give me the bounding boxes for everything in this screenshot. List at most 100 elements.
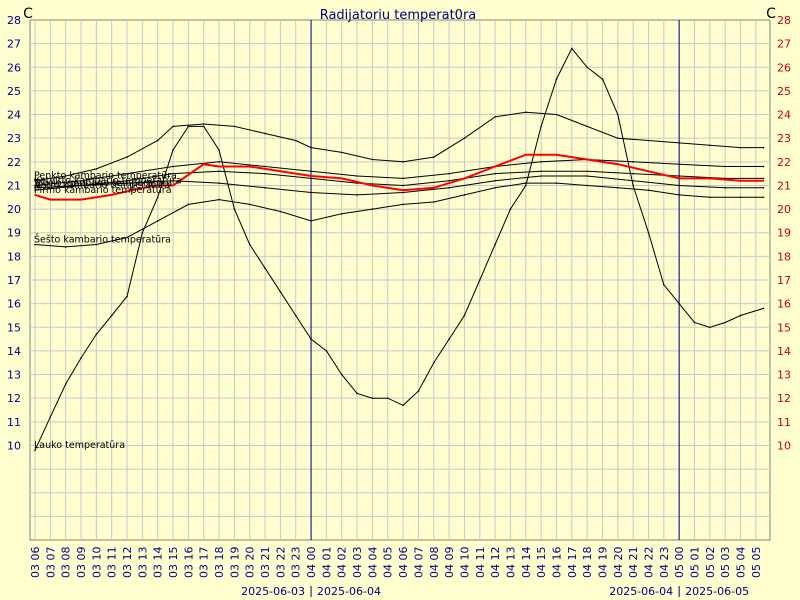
series-point [709,177,711,180]
series-point [709,196,711,199]
series-point [402,189,404,191]
y-tick-label-left: 15 [7,321,21,334]
series-point [632,172,634,175]
x-tick-label: 04 02 [336,547,349,579]
series-point [172,125,174,128]
series-point [616,113,619,116]
series-point [340,177,343,180]
series-point [647,139,650,142]
series-point [172,172,174,175]
x-tick-label: 03 13 [136,547,149,579]
x-tick-label: 04 14 [520,547,533,579]
series-point [724,321,726,324]
series-point [432,187,435,189]
series-point [586,175,588,177]
series-point [34,194,36,196]
x-tick-label: 03 19 [228,547,241,579]
series-line [34,47,764,451]
x-tick-label: 05 00 [673,547,686,579]
series-point [340,213,343,215]
x-tick-label: 03 12 [121,547,134,579]
series-point [310,146,312,149]
series-point [724,187,726,189]
series-label: Pirmo kambario temperatūra [34,185,172,196]
x-tick-label: 04 12 [489,547,502,579]
series-point [724,165,726,168]
x-tick-label: 04 17 [566,547,579,579]
series-point [279,291,282,293]
chart-title: Radijatoriu temperat0ra [320,8,477,23]
series-point [494,165,496,168]
x-tick-label: 04 03 [351,547,364,579]
series-point [540,175,542,177]
y-tick-label-right: 13 [777,369,791,382]
x-tick-label: 05 01 [688,547,701,579]
series-point [126,182,128,184]
y-tick-label-left: 18 [7,250,21,263]
x-tick-label: 04 05 [382,547,395,579]
y-tick-label-right: 11 [777,416,791,429]
series-point [64,175,67,177]
x-tick-label: 03 06 [29,547,42,579]
y-tick-label-left: 16 [7,298,21,311]
series-point [586,66,588,69]
y-tick-label-left: 11 [7,416,21,429]
series-point [126,236,128,239]
series-label: Lauko temperatūra [34,440,125,451]
y-tick-label-left: 27 [7,38,21,51]
series-point [80,184,82,187]
x-tick-label: 04 23 [658,547,671,579]
x-tick-label: 04 06 [397,547,410,579]
series-line [34,111,764,182]
series-point [233,125,236,128]
series-point [524,182,527,184]
series-point [310,220,312,222]
x-tick-label: 03 11 [106,547,119,579]
x-tick-label: 03 14 [152,547,165,579]
series-point [172,149,174,151]
series-point [264,165,266,168]
series-point [187,125,190,128]
series-point [494,187,496,189]
series-point [294,314,297,317]
y-tick-label-right: 20 [777,203,791,216]
y-tick-label-right: 23 [777,132,791,145]
x-tick-label: 05 04 [734,547,747,579]
series-point [279,170,282,173]
series-point [126,156,128,158]
series-point [340,151,343,154]
series-point [80,357,82,359]
series-point [463,177,466,180]
y-ticks: 10 10 11 11 12 12 13 13 14 14 15 15 16 16 17 17 18 18 19 19… [7,14,791,452]
series-point [34,179,36,182]
series-point [248,165,251,168]
series-point [709,326,711,329]
series-point [494,179,496,182]
x-tick-label: 05 05 [750,547,763,579]
series-point [586,170,588,173]
series-point [141,187,144,189]
series-point [555,182,558,184]
y-tick-label-right: 16 [777,298,791,311]
y-tick-label-right: 19 [777,227,791,240]
x-tick-label: 03 09 [75,547,88,579]
series-point [632,161,634,163]
series-point [494,243,496,246]
y-tick-label-right: 15 [777,321,791,334]
day-divider-date-left: 2025-06-04 [609,585,673,598]
series-point [540,125,542,128]
series-point [218,182,220,184]
series-point [141,231,144,234]
y-axis-unit-left: C [23,6,33,22]
series-point [172,165,174,168]
series-point [762,146,765,149]
y-tick-label-left: 26 [7,61,21,74]
series-point [218,170,220,173]
series-point [110,314,113,317]
series-point [540,170,542,173]
series-point [64,383,67,385]
series-point [524,111,527,113]
series-label: Antro kambario temperatūra [34,180,170,191]
series-point [739,196,742,199]
